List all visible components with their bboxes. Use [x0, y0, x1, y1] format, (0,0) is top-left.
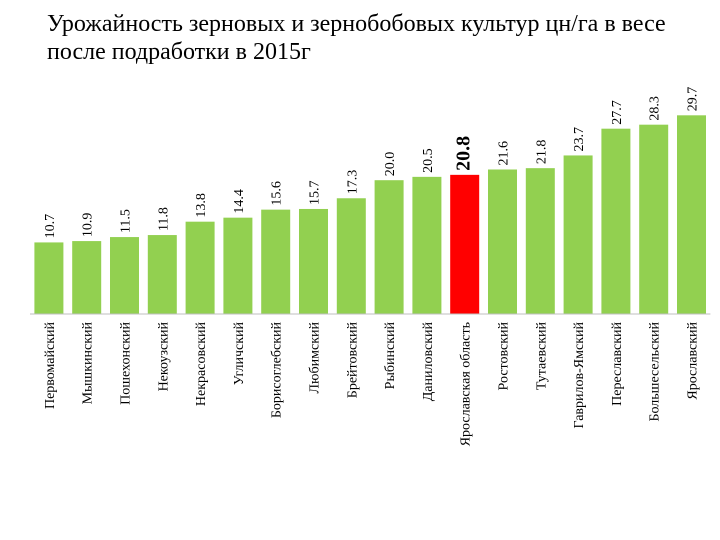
bar: [185, 221, 215, 314]
value-labels-group: 10.7 10.9 11.5 11.8 13.8 14.4 15.6 15.7 17.3 20.0…: [43, 87, 701, 239]
data-label: 15.6: [270, 181, 285, 206]
data-label: 29.7: [686, 87, 701, 112]
data-label: 15.7: [308, 180, 323, 205]
bar: [412, 176, 442, 314]
bar: [223, 217, 253, 314]
bar: [601, 128, 631, 314]
category-label: Большесельский: [648, 322, 663, 422]
data-label: 14.4: [232, 189, 247, 214]
bar: [639, 124, 669, 314]
data-label: 11.5: [119, 209, 134, 233]
category-label: Мышкинский: [81, 321, 96, 404]
category-label: Любимский: [308, 322, 323, 394]
category-label: Некоузский: [156, 322, 171, 392]
category-label: Ярославская область: [459, 322, 474, 446]
category-label: Тутаевский: [534, 322, 549, 391]
bar: [374, 180, 404, 314]
category-labels-group: Первомайский Мышкинский Пошехонский Некоузс…: [43, 321, 701, 446]
bar: [110, 237, 139, 314]
category-label: Даниловский: [421, 321, 436, 401]
data-label: 11.8: [156, 207, 171, 231]
bar-highlight: [450, 174, 480, 314]
data-label: 13.8: [194, 193, 209, 218]
bar: [72, 241, 102, 314]
category-label: Борисоглебский: [270, 322, 285, 419]
bar: [525, 168, 555, 314]
bar: [563, 155, 593, 314]
data-label: 20.8: [453, 136, 475, 171]
category-label: Ростовский: [497, 321, 512, 390]
data-label: 23.7: [572, 127, 587, 152]
data-label: 21.6: [497, 141, 512, 166]
data-label: 20.0: [383, 152, 398, 177]
data-label: 28.3: [648, 96, 663, 121]
category-label: Рыбинский: [383, 322, 398, 390]
category-label: Ярославский: [686, 322, 701, 400]
bar: [488, 169, 517, 314]
bar: [261, 209, 291, 314]
data-label: 27.7: [610, 100, 625, 125]
bar: [299, 208, 328, 314]
data-label: 17.3: [345, 170, 360, 195]
bars-group: [34, 115, 706, 314]
bar: [34, 242, 64, 314]
category-label: Брейтовский: [345, 322, 360, 399]
category-label: Пошехонский: [119, 322, 134, 405]
bar: [677, 115, 706, 314]
chart-title: Урожайность зерновых и зернобобовых куль…: [47, 11, 666, 65]
data-label: 10.9: [81, 213, 96, 238]
data-label: 20.5: [421, 148, 436, 173]
data-label: 10.7: [43, 214, 58, 239]
category-label: Некрасовский: [194, 322, 209, 407]
category-label: Гаврилов-Ямский: [572, 322, 587, 429]
category-label: Угличский: [232, 321, 247, 385]
bar: [147, 235, 177, 314]
data-label: 21.8: [534, 140, 549, 165]
bar: [336, 198, 366, 314]
category-label: Первомайский: [43, 321, 58, 409]
category-label: Переславский: [610, 322, 625, 406]
